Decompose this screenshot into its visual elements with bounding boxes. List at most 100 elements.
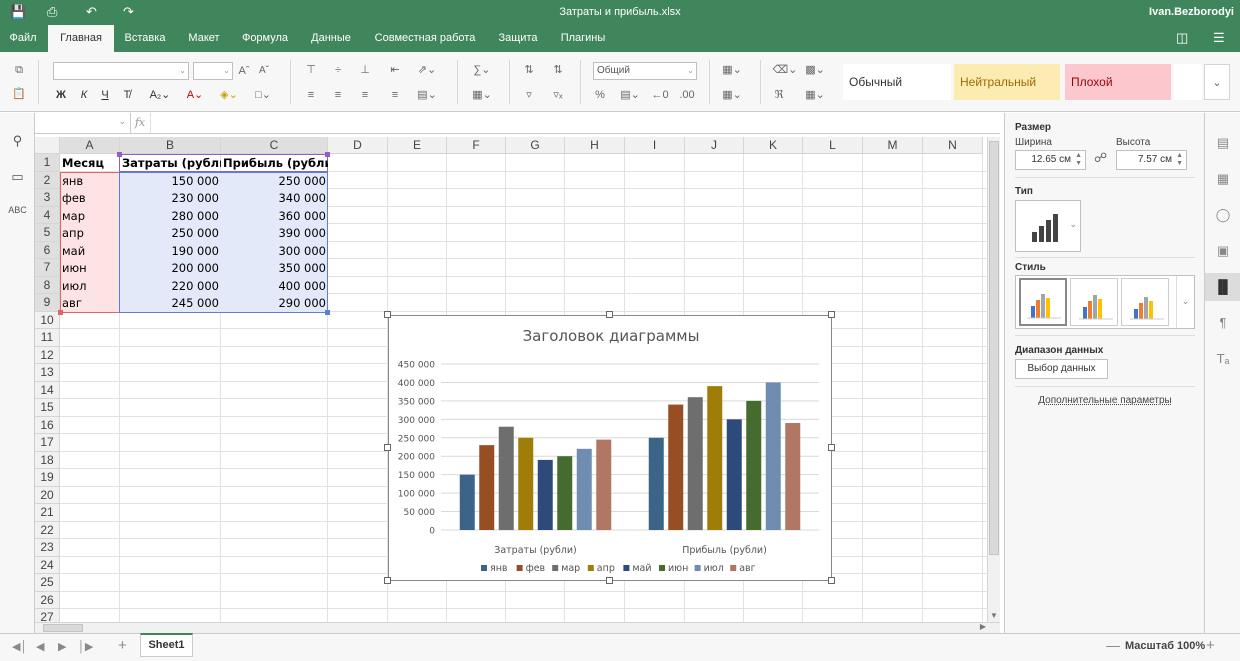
- row-header-21[interactable]: 21: [35, 504, 60, 522]
- style-gallery-expand-icon[interactable]: ⌄: [1176, 276, 1194, 328]
- scroll-right-icon[interactable]: ▶: [979, 622, 986, 631]
- row-header-23[interactable]: 23: [35, 539, 60, 557]
- scroll-down-icon[interactable]: ▼: [990, 611, 998, 620]
- row-header-24[interactable]: 24: [35, 556, 60, 574]
- row-header-13[interactable]: 13: [35, 364, 60, 382]
- horizontal-scrollbar[interactable]: ▶: [35, 622, 1000, 633]
- column-header-f[interactable]: F: [447, 137, 506, 154]
- row-header-12[interactable]: 12: [35, 346, 60, 364]
- save-icon[interactable]: 💾: [10, 4, 27, 19]
- justify-icon[interactable]: ≡: [391, 89, 399, 101]
- font-color-icon[interactable]: A⌄: [186, 89, 204, 101]
- chart-resize-handle[interactable]: [828, 311, 835, 318]
- row-header-25[interactable]: 25: [35, 574, 60, 592]
- cell-settings-icon[interactable]: ▤: [1216, 135, 1230, 150]
- next-sheet-icon[interactable]: ▶: [58, 641, 67, 653]
- delete-cells-icon[interactable]: ▦⌄: [722, 89, 742, 101]
- decrease-decimal-icon[interactable]: ←0: [651, 89, 669, 101]
- column-header-n[interactable]: N: [923, 137, 983, 154]
- align-middle-icon[interactable]: ÷: [334, 64, 342, 76]
- row-header-5[interactable]: 5: [35, 224, 60, 242]
- row-header-20[interactable]: 20: [35, 486, 60, 504]
- tab-collaboration[interactable]: Совместная работа: [374, 32, 476, 44]
- cell-c6[interactable]: 300 000: [278, 243, 326, 258]
- undo-icon[interactable]: ↶: [86, 4, 97, 19]
- format-table-icon[interactable]: ▦⌄: [805, 89, 825, 101]
- row-header-26[interactable]: 26: [35, 591, 60, 609]
- currency-icon[interactable]: ▤⌄: [620, 89, 640, 101]
- chart-resize-handle[interactable]: [828, 577, 835, 584]
- paste-icon[interactable]: 📋: [12, 88, 26, 100]
- cell-c1[interactable]: Прибыль (рубли): [223, 156, 328, 170]
- row-header-16[interactable]: 16: [35, 416, 60, 434]
- decrease-font-icon[interactable]: Aˇ: [259, 65, 269, 76]
- user-name[interactable]: Ivan.Bezborodyi: [1149, 6, 1234, 18]
- cell-a7[interactable]: июн: [62, 261, 87, 275]
- column-header-j[interactable]: J: [685, 137, 744, 154]
- open-location-icon[interactable]: ◫: [1176, 30, 1189, 45]
- add-sheet-icon[interactable]: +: [118, 637, 127, 654]
- cell-a9[interactable]: авг: [62, 296, 82, 310]
- row-header-6[interactable]: 6: [35, 241, 60, 259]
- clear-icon[interactable]: ⌫⌄: [772, 64, 798, 76]
- range-handle[interactable]: [325, 152, 330, 157]
- chart-style-1[interactable]: [1019, 278, 1067, 326]
- chart-resize-handle[interactable]: [828, 444, 835, 451]
- shape-settings-icon[interactable]: ◯: [1215, 207, 1231, 222]
- column-header-b[interactable]: B: [120, 137, 221, 154]
- column-header-m[interactable]: M: [863, 137, 923, 154]
- tab-layout[interactable]: Макет: [188, 32, 220, 44]
- last-sheet-icon[interactable]: │▶: [78, 641, 94, 653]
- aspect-lock-icon[interactable]: ☍: [1094, 150, 1108, 165]
- style-neutral[interactable]: Нейтральный: [954, 64, 1060, 100]
- increase-decimal-icon[interactable]: .00: [679, 89, 695, 101]
- column-header-l[interactable]: L: [803, 137, 863, 154]
- style-blank[interactable]: [1174, 64, 1202, 100]
- fx-icon[interactable]: fx: [134, 116, 146, 129]
- first-sheet-icon[interactable]: ◀│: [12, 641, 28, 653]
- copy-icon[interactable]: ⧉: [15, 64, 23, 76]
- column-header-k[interactable]: K: [744, 137, 803, 154]
- subscript-icon[interactable]: A₂⌄: [149, 89, 171, 101]
- cell-b7[interactable]: 200 000: [171, 261, 219, 275]
- filter-icon[interactable]: ▿: [526, 89, 532, 101]
- paragraph-settings-icon[interactable]: ¶: [1219, 315, 1227, 330]
- increase-font-icon[interactable]: Aˆ: [238, 65, 250, 77]
- chart-resize-handle[interactable]: [384, 444, 391, 451]
- image-settings-icon[interactable]: ▣: [1216, 243, 1230, 258]
- select-all-corner[interactable]: [35, 137, 60, 154]
- column-header-h[interactable]: H: [565, 137, 625, 154]
- horizontal-scroll-thumb[interactable]: [43, 624, 83, 632]
- cell-c7[interactable]: 350 000: [278, 261, 326, 275]
- tab-protection[interactable]: Защита: [498, 32, 538, 44]
- tab-file[interactable]: Файл: [9, 32, 37, 44]
- text-art-settings-icon[interactable]: Tₐ: [1216, 351, 1230, 366]
- cell-a4[interactable]: мар: [62, 208, 86, 223]
- row-header-7[interactable]: 7: [35, 259, 60, 277]
- tab-home[interactable]: Главная: [48, 25, 114, 52]
- cell-c9[interactable]: 290 000: [278, 296, 326, 310]
- sum-icon[interactable]: ∑⌄: [473, 64, 491, 76]
- row-header-19[interactable]: 19: [35, 469, 60, 487]
- chart-style-gallery[interactable]: ⌄: [1015, 275, 1195, 329]
- row-header-2[interactable]: 2: [35, 171, 60, 189]
- row-header-4[interactable]: 4: [35, 206, 60, 224]
- row-header-17[interactable]: 17: [35, 434, 60, 452]
- cell-b2[interactable]: 150 000: [171, 173, 219, 188]
- text-orientation-icon[interactable]: ⇗⌄: [417, 64, 437, 76]
- column-header-c[interactable]: C: [221, 137, 328, 154]
- chart-type-select[interactable]: ⌄: [1015, 200, 1081, 252]
- cell-b3[interactable]: 230 000: [171, 191, 219, 205]
- column-header-d[interactable]: D: [328, 137, 388, 154]
- cell-b5[interactable]: 250 000: [171, 226, 219, 240]
- row-header-14[interactable]: 14: [35, 381, 60, 399]
- underline-icon[interactable]: Ч: [101, 89, 109, 101]
- search-icon[interactable]: ⚲: [12, 133, 23, 148]
- cell-b6[interactable]: 190 000: [171, 243, 219, 258]
- tab-data[interactable]: Данные: [311, 32, 351, 44]
- hamburger-menu-icon[interactable]: ☰: [1213, 30, 1225, 45]
- print-icon[interactable]: ⎙: [47, 4, 58, 19]
- row-header-9[interactable]: 9: [35, 294, 60, 312]
- align-bottom-icon[interactable]: ⊥: [360, 64, 370, 76]
- insert-table-icon[interactable]: ▦⌄: [472, 89, 492, 101]
